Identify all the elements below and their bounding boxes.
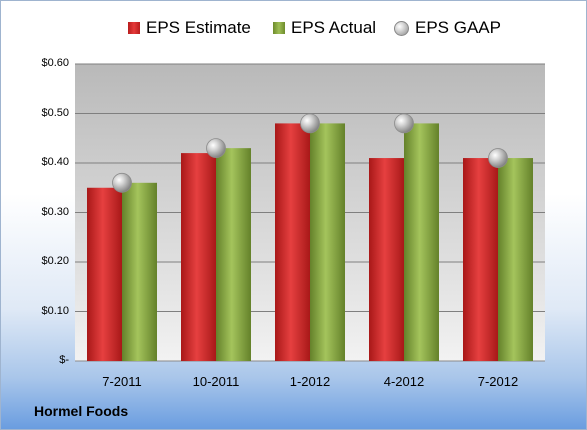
legend-swatch-ball xyxy=(394,20,409,36)
legend-item-eps-estimate: EPS Estimate xyxy=(128,18,251,38)
bar-eps-estimate xyxy=(275,123,310,362)
x-tick-label: 10-2011 xyxy=(192,374,240,389)
x-tick-label: 1-2012 xyxy=(289,374,331,389)
legend-item-eps-gaap: EPS GAAP xyxy=(394,18,501,38)
legend-swatch-green xyxy=(273,22,285,34)
legend-label-eps-actual: EPS Actual xyxy=(291,18,377,37)
bar-eps-actual xyxy=(122,182,157,361)
y-tick-label: $- xyxy=(59,354,69,366)
bar-eps-estimate xyxy=(369,158,404,361)
bar-eps-actual xyxy=(216,148,251,361)
y-tick-label: $0.50 xyxy=(41,106,69,119)
bar-eps-actual xyxy=(498,158,533,361)
y-tick-label: $0.10 xyxy=(41,304,69,317)
bar-eps-actual xyxy=(310,123,345,362)
bar-eps-estimate xyxy=(463,158,498,361)
marker-eps-gaap xyxy=(206,138,226,159)
legend-swatch-red xyxy=(128,22,140,34)
y-tick-label: $0.30 xyxy=(41,205,69,218)
legend-item-eps-actual: EPS Actual xyxy=(273,18,376,38)
marker-eps-gaap xyxy=(394,113,414,134)
x-tick-label: 7-2012 xyxy=(477,374,519,389)
marker-eps-gaap xyxy=(112,172,132,193)
y-tick-label: $0.20 xyxy=(41,255,69,267)
chart-legend: EPS Estimate EPS Actual EPS GAAP xyxy=(1,18,586,40)
bars xyxy=(87,123,533,362)
y-tick-label: $0.60 xyxy=(41,57,69,69)
bar-eps-actual xyxy=(404,123,439,362)
marker-eps-gaap xyxy=(488,148,508,168)
x-tick-label: 7-2011 xyxy=(102,374,142,389)
y-tick-label: $0.40 xyxy=(41,156,69,168)
gaap-markers xyxy=(112,113,508,193)
company-name: Hormel Foods xyxy=(34,403,129,419)
legend-label-eps-estimate: EPS Estimate xyxy=(146,18,251,37)
x-tick-label: 4-2012 xyxy=(383,374,425,389)
marker-eps-gaap xyxy=(300,113,320,134)
bar-eps-estimate xyxy=(87,187,122,361)
bar-eps-estimate xyxy=(181,153,216,361)
legend-label-eps-gaap: EPS GAAP xyxy=(415,18,501,37)
